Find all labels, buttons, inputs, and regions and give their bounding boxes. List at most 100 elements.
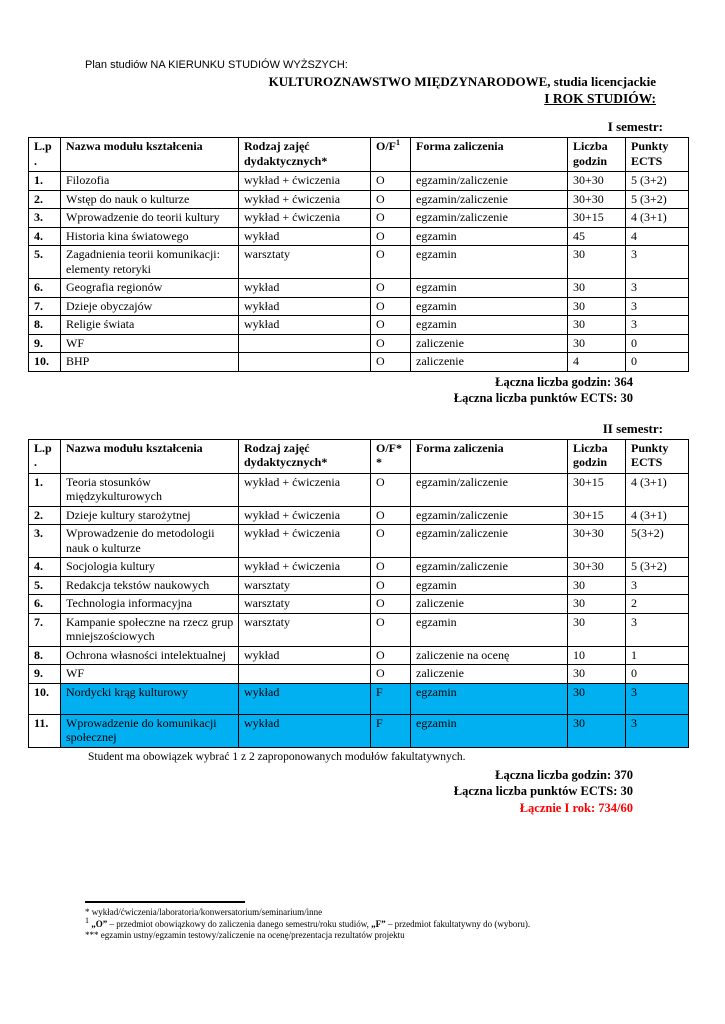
row-number: 11. <box>28 713 61 748</box>
course-cell: 30+15 <box>567 208 626 228</box>
semester1-label: I semestr: <box>607 119 663 134</box>
semester2-label: II semestr: <box>602 420 663 436</box>
course-cell: Historia kina światowego <box>60 226 239 246</box>
course-cell: egzamin <box>410 296 568 316</box>
footnote: * wykład/ćwiczenia/laboratoria/konwersat… <box>85 907 645 919</box>
course-cell: Socjologia kultury <box>60 557 239 577</box>
course-cell: WF <box>60 664 239 684</box>
course-cell: egzamin/zaliczenie <box>410 472 568 507</box>
course-cell: Dzieje obyczajów <box>60 296 239 316</box>
course-cell: 5 (3+2) <box>625 557 689 577</box>
course-cell: 4 <box>625 226 689 246</box>
column-header: Punkty ECTS <box>625 438 689 474</box>
column-header: Punkty ECTS <box>625 137 689 172</box>
course-cell: wykład + ćwiczenia <box>238 505 371 525</box>
course-cell: 30 <box>567 296 626 316</box>
total-line: Łączna liczba punktów ECTS: 30 <box>453 391 633 405</box>
footnote-text: „F” <box>371 918 386 929</box>
course-cell: Filozofia <box>60 171 239 191</box>
course-row: 1. Teoria stosunków międzykulturowych wykł… <box>28 472 689 507</box>
course-cell: warsztaty <box>238 594 371 614</box>
course-cell: zaliczenie <box>410 352 568 372</box>
row-number: 2. <box>28 505 61 525</box>
course-cell: 3 <box>625 278 689 298</box>
total-line: Łączna liczba punktów ECTS: 30 <box>453 784 633 798</box>
course-cell: egzamin/zaliczenie <box>410 189 568 209</box>
course-cell: Kampanie społeczne na rzecz grup mniejsz… <box>60 612 239 647</box>
row-number: 5. <box>28 245 61 279</box>
course-row: 11. Wprowadzenie do komunikacji społeczne… <box>28 713 689 748</box>
course-cell: 30 <box>567 278 626 298</box>
course-cell: zaliczenie <box>410 333 568 353</box>
course-cell: Wprowadzenie do metodologii nauk o kultu… <box>60 524 239 558</box>
total-line: Łączna liczba godzin: 370 <box>495 767 633 782</box>
row-number: 1. <box>28 472 61 507</box>
course-cell: O <box>370 226 411 246</box>
course-cell: egzamin <box>410 682 568 715</box>
course-cell: BHP <box>60 352 239 372</box>
course-cell: 30 <box>567 315 626 335</box>
course-cell: 30+30 <box>567 557 626 577</box>
course-cell: O <box>370 245 411 279</box>
course-cell: egzamin <box>410 315 568 335</box>
row-number: 1. <box>28 171 61 191</box>
course-cell: wykład <box>238 278 371 298</box>
course-cell: egzamin/zaliczenie <box>410 524 568 558</box>
course-cell: O <box>370 524 411 558</box>
course-cell: O <box>370 645 411 665</box>
row-number: 10. <box>28 682 61 715</box>
course-cell: warsztaty <box>238 612 371 647</box>
course-cell: wykład + ćwiczenia <box>238 472 371 507</box>
row-number: 6. <box>28 594 61 614</box>
course-cell: wykład <box>238 226 371 246</box>
course-cell: 30 <box>567 575 626 595</box>
course-cell: Nordycki krąg kulturowy <box>60 682 239 715</box>
course-cell: 3 <box>625 713 689 748</box>
course-cell: 3 <box>625 612 689 647</box>
row-number: 6. <box>28 278 61 298</box>
year-grand-total: Łącznie I rok: 734/60 <box>519 800 633 815</box>
course-cell <box>238 352 371 372</box>
column-header: O/F* * <box>370 438 411 474</box>
course-row: 2. Wstęp do nauk o kulturze wykład + ćwicz… <box>28 189 689 209</box>
course-cell: 30+15 <box>567 472 626 507</box>
course-cell: 5 (3+2) <box>625 189 689 209</box>
course-cell: O <box>370 575 411 595</box>
course-cell: wykład <box>238 713 371 748</box>
course-cell: wykład <box>238 296 371 316</box>
course-cell: 5(3+2) <box>625 524 689 558</box>
course-cell: zaliczenie <box>410 594 568 614</box>
course-cell: 30+15 <box>567 505 626 525</box>
course-cell: 4 <box>567 352 626 372</box>
course-cell: zaliczenie na ocenę <box>410 645 568 665</box>
course-cell: O <box>370 472 411 507</box>
course-cell: 1 <box>625 645 689 665</box>
plan-title: Plan studiów NA KIERUNKU STUDIÓW WYŻSZYC… <box>85 59 348 71</box>
course-cell: 30 <box>567 594 626 614</box>
footnote-text: *** egzamin ustny/egzamin testowy/zalicz… <box>85 930 405 940</box>
course-cell: O <box>370 352 411 372</box>
course-cell: egzamin <box>410 226 568 246</box>
row-number: 8. <box>28 645 61 665</box>
course-cell: 3 <box>625 296 689 316</box>
course-cell: Wprowadzenie do teorii kultury <box>60 208 239 228</box>
footnotes-list: * wykład/ćwiczenia/laboratoria/konwersat… <box>85 907 645 942</box>
course-cell: Geografia regionów <box>60 278 239 298</box>
column-header: Forma zaliczenia <box>410 438 568 474</box>
total-line: Łączna liczba godzin: 364 <box>495 374 633 389</box>
course-cell: warsztaty <box>238 575 371 595</box>
course-cell: egzamin/zaliczenie <box>410 208 568 228</box>
course-row: 2. Dzieje kultury starożytnej wykład + ćwi… <box>28 505 689 525</box>
course-row: 3. Wprowadzenie do teorii kultury wykład +… <box>28 208 689 228</box>
course-cell: 30 <box>567 682 626 715</box>
course-cell: wykład + ćwiczenia <box>238 171 371 191</box>
course-cell: 10 <box>567 645 626 665</box>
footnote-text: * wykład/ćwiczenia/laboratoria/konwersat… <box>85 907 323 917</box>
semester1-table: L.p . Nazwa modułu kształcenia Rodzaj zaję… <box>28 137 689 372</box>
course-cell: wykład <box>238 315 371 335</box>
